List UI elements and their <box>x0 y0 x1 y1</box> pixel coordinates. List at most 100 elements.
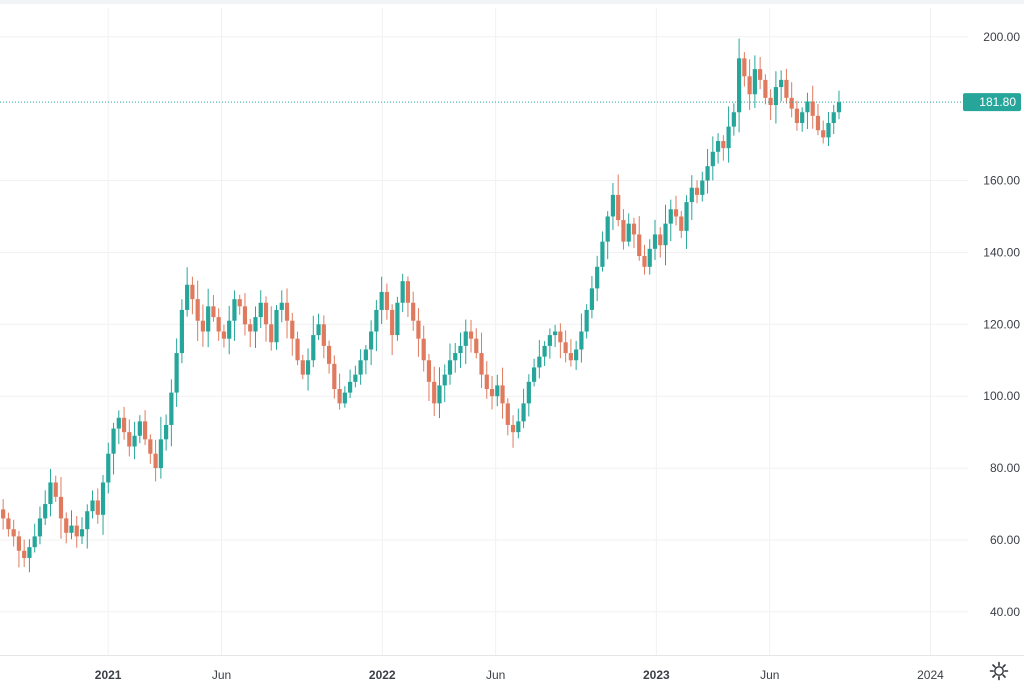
candle <box>647 239 652 275</box>
candle-body <box>542 345 547 357</box>
candle-body <box>342 392 347 404</box>
candle <box>652 219 658 261</box>
candle-body <box>384 291 389 310</box>
candle <box>116 410 121 445</box>
candle-body <box>400 281 405 303</box>
candle-body <box>437 385 442 404</box>
candle <box>395 296 400 341</box>
candle <box>332 355 337 399</box>
price-axis[interactable]: 40.00 60.00 80.00 100.00 120.00 140.00 160.00 2… <box>963 30 1021 619</box>
candle <box>363 345 368 375</box>
candle-body <box>763 79 768 98</box>
candle <box>274 305 279 350</box>
candle-body <box>369 331 374 350</box>
candle <box>673 195 679 226</box>
candle <box>595 255 600 302</box>
candle-body <box>248 324 253 332</box>
candle-body <box>148 439 153 454</box>
candle <box>631 217 637 249</box>
candle-body <box>16 536 22 551</box>
candle <box>269 306 274 351</box>
candle <box>426 353 432 401</box>
candle <box>474 328 479 359</box>
candle-body <box>579 331 584 350</box>
x-tick-label: 2022 <box>369 668 396 682</box>
candle-body <box>558 331 563 343</box>
candle <box>69 510 74 540</box>
x-tick-label: Jun <box>760 668 779 682</box>
candle <box>531 358 537 387</box>
candle <box>121 406 127 440</box>
time-axis[interactable]: 2021 Jun 2022 Jun 2023 Jun 2024 <box>95 668 944 682</box>
candle <box>227 305 232 355</box>
candle <box>726 106 731 163</box>
candle <box>237 294 242 315</box>
candle <box>563 330 568 363</box>
candle-body <box>332 363 337 390</box>
candle <box>447 343 453 385</box>
candle <box>731 103 736 136</box>
candle-body <box>90 500 95 512</box>
candle <box>432 366 437 416</box>
candle-body <box>426 360 432 382</box>
candle <box>169 379 174 447</box>
candle-body <box>742 58 747 77</box>
candle <box>37 506 43 545</box>
candle-body <box>216 317 221 332</box>
candle <box>1 499 6 530</box>
candle <box>74 515 79 548</box>
candle <box>810 85 815 129</box>
candle <box>185 267 190 317</box>
candle-body <box>595 266 600 289</box>
candle <box>763 74 768 105</box>
candle-body <box>621 220 626 242</box>
y-tick-label: 120.00 <box>983 317 1020 331</box>
candle-body <box>684 202 689 231</box>
candle-body <box>747 76 752 95</box>
candle <box>22 539 27 567</box>
gear-icon <box>989 661 1009 681</box>
candle <box>100 475 106 535</box>
candle <box>174 338 179 407</box>
candle <box>32 523 37 553</box>
candle <box>721 135 726 161</box>
candle <box>584 304 589 339</box>
candle <box>295 331 300 366</box>
candle-body <box>295 338 300 361</box>
candle-body <box>116 417 121 429</box>
candle-body <box>831 112 836 124</box>
candle <box>305 348 311 391</box>
candle <box>773 71 779 124</box>
candle <box>784 68 789 104</box>
candle-body <box>185 284 190 310</box>
candle-body <box>489 389 495 397</box>
candle <box>510 415 516 448</box>
candle <box>679 210 684 239</box>
gridlines <box>0 0 1024 656</box>
candle-body <box>463 331 468 346</box>
candle <box>421 325 426 372</box>
candle-body <box>411 302 416 321</box>
y-tick-label: 100.00 <box>983 389 1020 403</box>
candles <box>1 38 842 573</box>
candle <box>500 367 505 419</box>
y-tick-label: 160.00 <box>983 174 1020 188</box>
chart-settings-button[interactable] <box>988 660 1010 682</box>
candle-body <box>95 500 100 515</box>
candle <box>831 104 836 134</box>
candle-body <box>458 345 463 354</box>
candle-body <box>395 302 400 336</box>
candle-body <box>300 360 305 375</box>
candle <box>574 340 579 370</box>
candle <box>379 276 384 325</box>
candle <box>815 103 821 136</box>
candle-body <box>474 338 479 354</box>
candle-body <box>432 381 437 404</box>
candle <box>400 273 405 313</box>
candle <box>779 70 784 102</box>
candle-body <box>227 320 232 339</box>
candle-body <box>737 58 742 113</box>
candle <box>369 320 374 366</box>
